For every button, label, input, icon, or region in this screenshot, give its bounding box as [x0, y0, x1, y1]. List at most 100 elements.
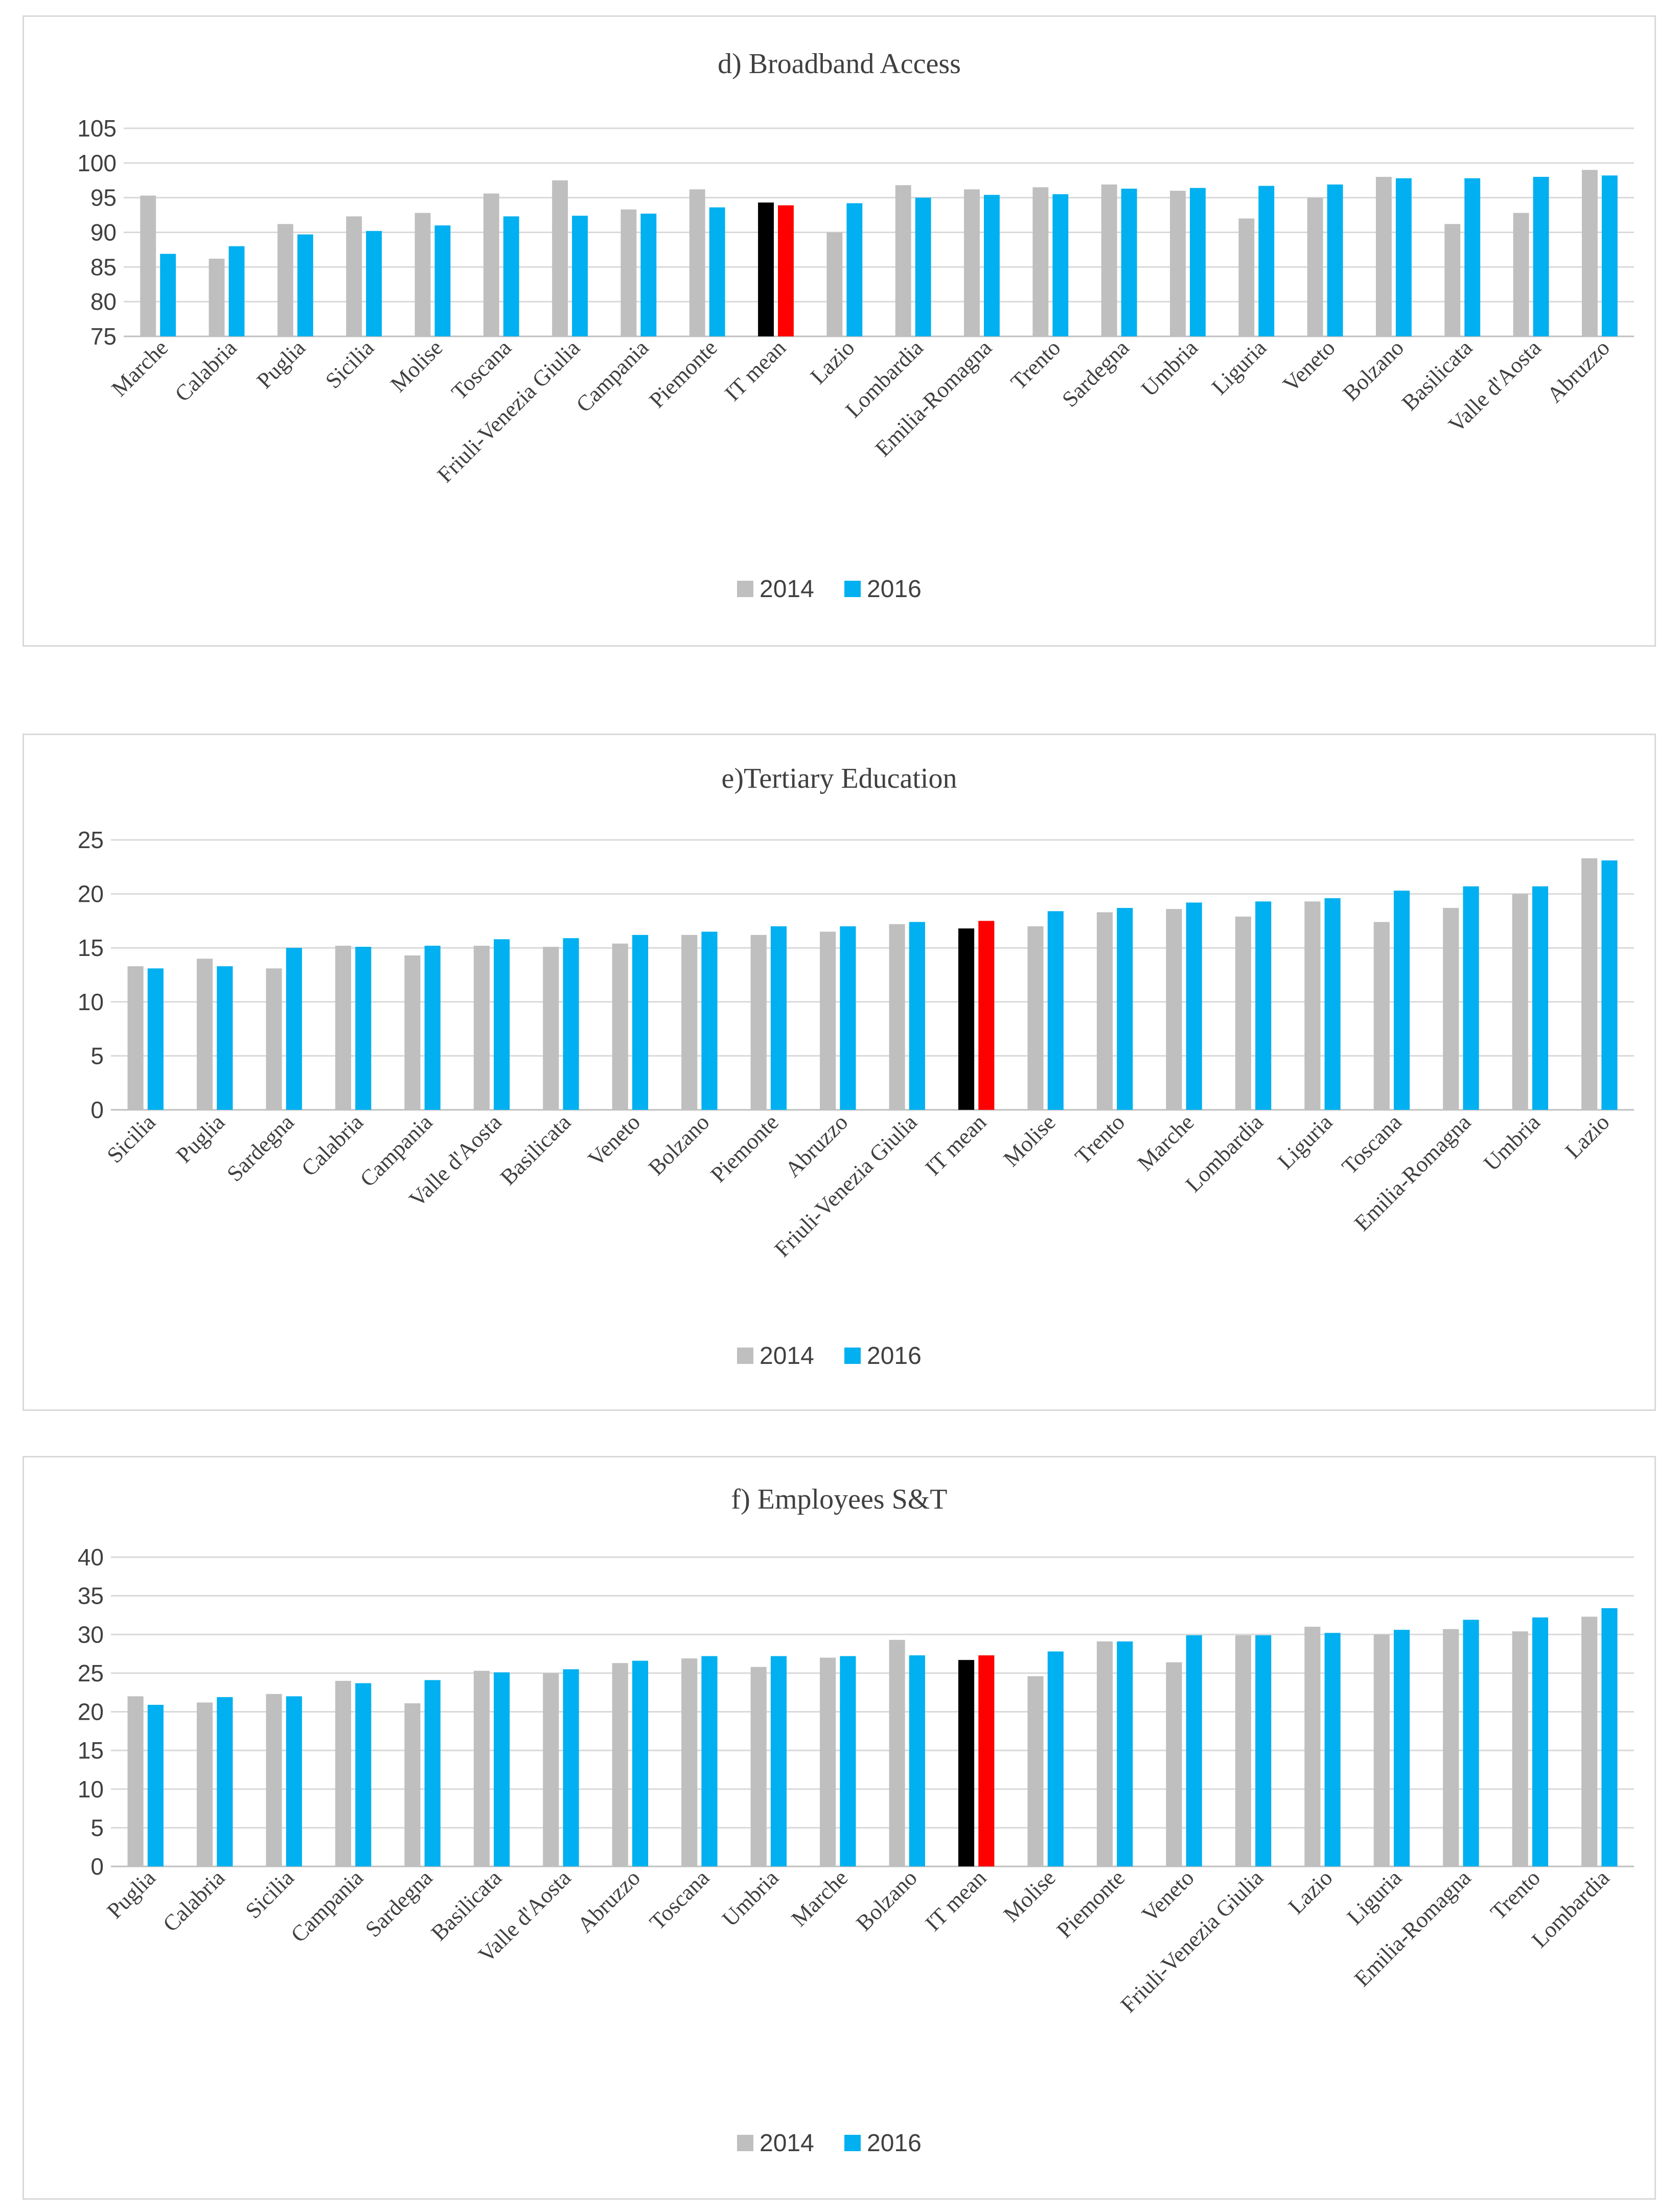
bar-2016-campania [355, 1683, 372, 1866]
bar-2016-basilicata [494, 1672, 510, 1866]
x-category-label: Veneto [1278, 335, 1340, 397]
x-category-label: Abruzzo [572, 1865, 645, 1937]
y-tick-label: 0 [90, 1853, 104, 1880]
bar-2016-valle-d-aosta [563, 1669, 579, 1866]
bar-2016-emilia-romagna [1463, 1620, 1479, 1866]
bar-2014-friuli-venezia-giulia [1235, 1635, 1251, 1866]
bar-2016-sardegna [1121, 189, 1137, 336]
bar-2016-puglia [217, 966, 233, 1110]
bar-2016-veneto [1327, 184, 1343, 336]
chart-panel-tertiary-education: e)Tertiary Education 0 5 10 15 20 25 Sicilia Pug… [22, 734, 1656, 1411]
bar-2014-liguria [1373, 1634, 1390, 1866]
x-category-label: Marche [787, 1865, 853, 1931]
x-category-label: Lazio [806, 335, 859, 389]
bar-2014-bolzano [889, 1639, 905, 1866]
bar-2016-calabria [217, 1697, 233, 1866]
chart-title: d) Broadband Access [718, 48, 961, 80]
bar-2014-basilicata [543, 947, 559, 1110]
y-tick-label: 80 [90, 288, 117, 315]
x-category-label: Campania [571, 335, 654, 417]
chart-employees-st: f) Employees S&T0510152025303540PugliaCa… [78, 1484, 1634, 2157]
bar-2016-emilia-romagna [984, 195, 1000, 336]
x-category-label: Puglia [171, 1109, 229, 1168]
legend-swatch-2016 [844, 2135, 861, 2151]
y-tick-label: 25 [78, 827, 104, 853]
bar-2014-molise [415, 213, 431, 336]
bar-2014-umbria [1512, 894, 1528, 1110]
legend-swatch-2014 [737, 1348, 753, 1364]
bar-2016-puglia [297, 234, 313, 336]
bar-2014-lazio [1304, 1627, 1321, 1866]
bar-2014-marche [140, 195, 156, 336]
bar-2014-calabria [196, 1702, 213, 1866]
bar-2014-puglia [127, 1696, 144, 1866]
x-category-label: Emilia-Romagna [1349, 1109, 1476, 1236]
bar-2016-friuli-venezia-giulia [1255, 1635, 1272, 1866]
x-category-label: Toscana [645, 1865, 714, 1934]
bar-2016-lazio [846, 203, 863, 336]
bar-2014-liguria [1238, 218, 1255, 336]
bar-2016-liguria [1258, 186, 1275, 336]
bar-2014-sardegna [1101, 184, 1117, 336]
y-tick-label: 15 [78, 1737, 104, 1764]
x-category-label: Campania [286, 1865, 368, 1947]
x-category-label: IT mean [921, 1865, 992, 1936]
x-category-label: Calabria [296, 1109, 368, 1181]
x-category-label: Molise [999, 1865, 1061, 1927]
legend-label-2016: 2016 [867, 1342, 922, 1370]
legend-label-2014: 2014 [760, 1342, 814, 1370]
bar-2014-marche [820, 1657, 836, 1866]
bar-2016-trento [1052, 194, 1069, 336]
bar-2014-molise [1027, 926, 1044, 1110]
bar-2016-lombardia [1601, 1608, 1618, 1866]
bar-2016-umbria [770, 1656, 787, 1866]
bar-2016-it-mean [778, 205, 794, 336]
bar-2016-molise [1047, 911, 1064, 1110]
bar-2016-it-mean [978, 921, 995, 1110]
bar-2014-umbria [1170, 191, 1186, 336]
x-category-label: Molise [385, 335, 447, 397]
bar-2014-valle-d-aosta [1513, 213, 1529, 336]
bar-2016-liguria [1393, 1630, 1410, 1866]
bar-2014-toscana [483, 193, 499, 336]
x-category-label: Liguria [1273, 1109, 1337, 1174]
bar-2016-piemonte [770, 926, 787, 1110]
bar-2014-toscana [681, 1658, 698, 1866]
x-category-label: Liguria [1207, 335, 1271, 399]
bar-2016-emilia-romagna [1463, 886, 1479, 1110]
y-tick-label: 75 [90, 323, 117, 350]
bar-2016-sicilia [366, 231, 382, 336]
bar-2016-campania [424, 945, 441, 1110]
x-category-label: Umbria [1479, 1109, 1545, 1176]
chart-title: f) Employees S&T [731, 1484, 947, 1515]
bar-2014-lombardia [895, 185, 911, 336]
x-category-label: Molise [999, 1109, 1061, 1171]
bar-2014-lombardia [1235, 916, 1251, 1110]
bar-2016-friuli-venezia-giulia [909, 922, 925, 1110]
x-category-label: Piemonte [645, 335, 722, 413]
y-tick-label: 100 [77, 150, 117, 176]
bar-2014-it-mean [758, 202, 774, 336]
legend-swatch-2014 [737, 2135, 753, 2151]
y-tick-label: 10 [78, 1776, 104, 1803]
bar-2014-trento [1512, 1631, 1528, 1866]
bar-2014-molise [1027, 1676, 1044, 1866]
x-category-label: Sicilia [320, 335, 379, 393]
bar-2014-basilicata [473, 1671, 490, 1866]
bar-2016-abruzzo [840, 926, 856, 1110]
bar-2016-liguria [1324, 898, 1341, 1110]
chart-broadband-access: d) Broadband Access 75 80 85 90 95 100 105 March… [77, 48, 1634, 603]
bar-2014-valle-d-aosta [473, 945, 490, 1110]
bar-2014-calabria [335, 945, 352, 1110]
x-category-label: Marche [1133, 1109, 1199, 1176]
bar-2016-piemonte [1117, 1641, 1133, 1866]
bar-2014-veneto [612, 943, 628, 1110]
bar-2014-sicilia [127, 966, 144, 1110]
bar-2016-umbria [1532, 886, 1549, 1110]
x-category-label: Abruzzo [1542, 335, 1615, 407]
x-category-label: Sardegna [1057, 335, 1134, 412]
x-category-label: Veneto [583, 1109, 645, 1171]
bar-2014-abruzzo [612, 1663, 628, 1866]
bar-2014-emilia-romagna [1443, 908, 1459, 1110]
x-category-label: Liguria [1342, 1865, 1407, 1929]
